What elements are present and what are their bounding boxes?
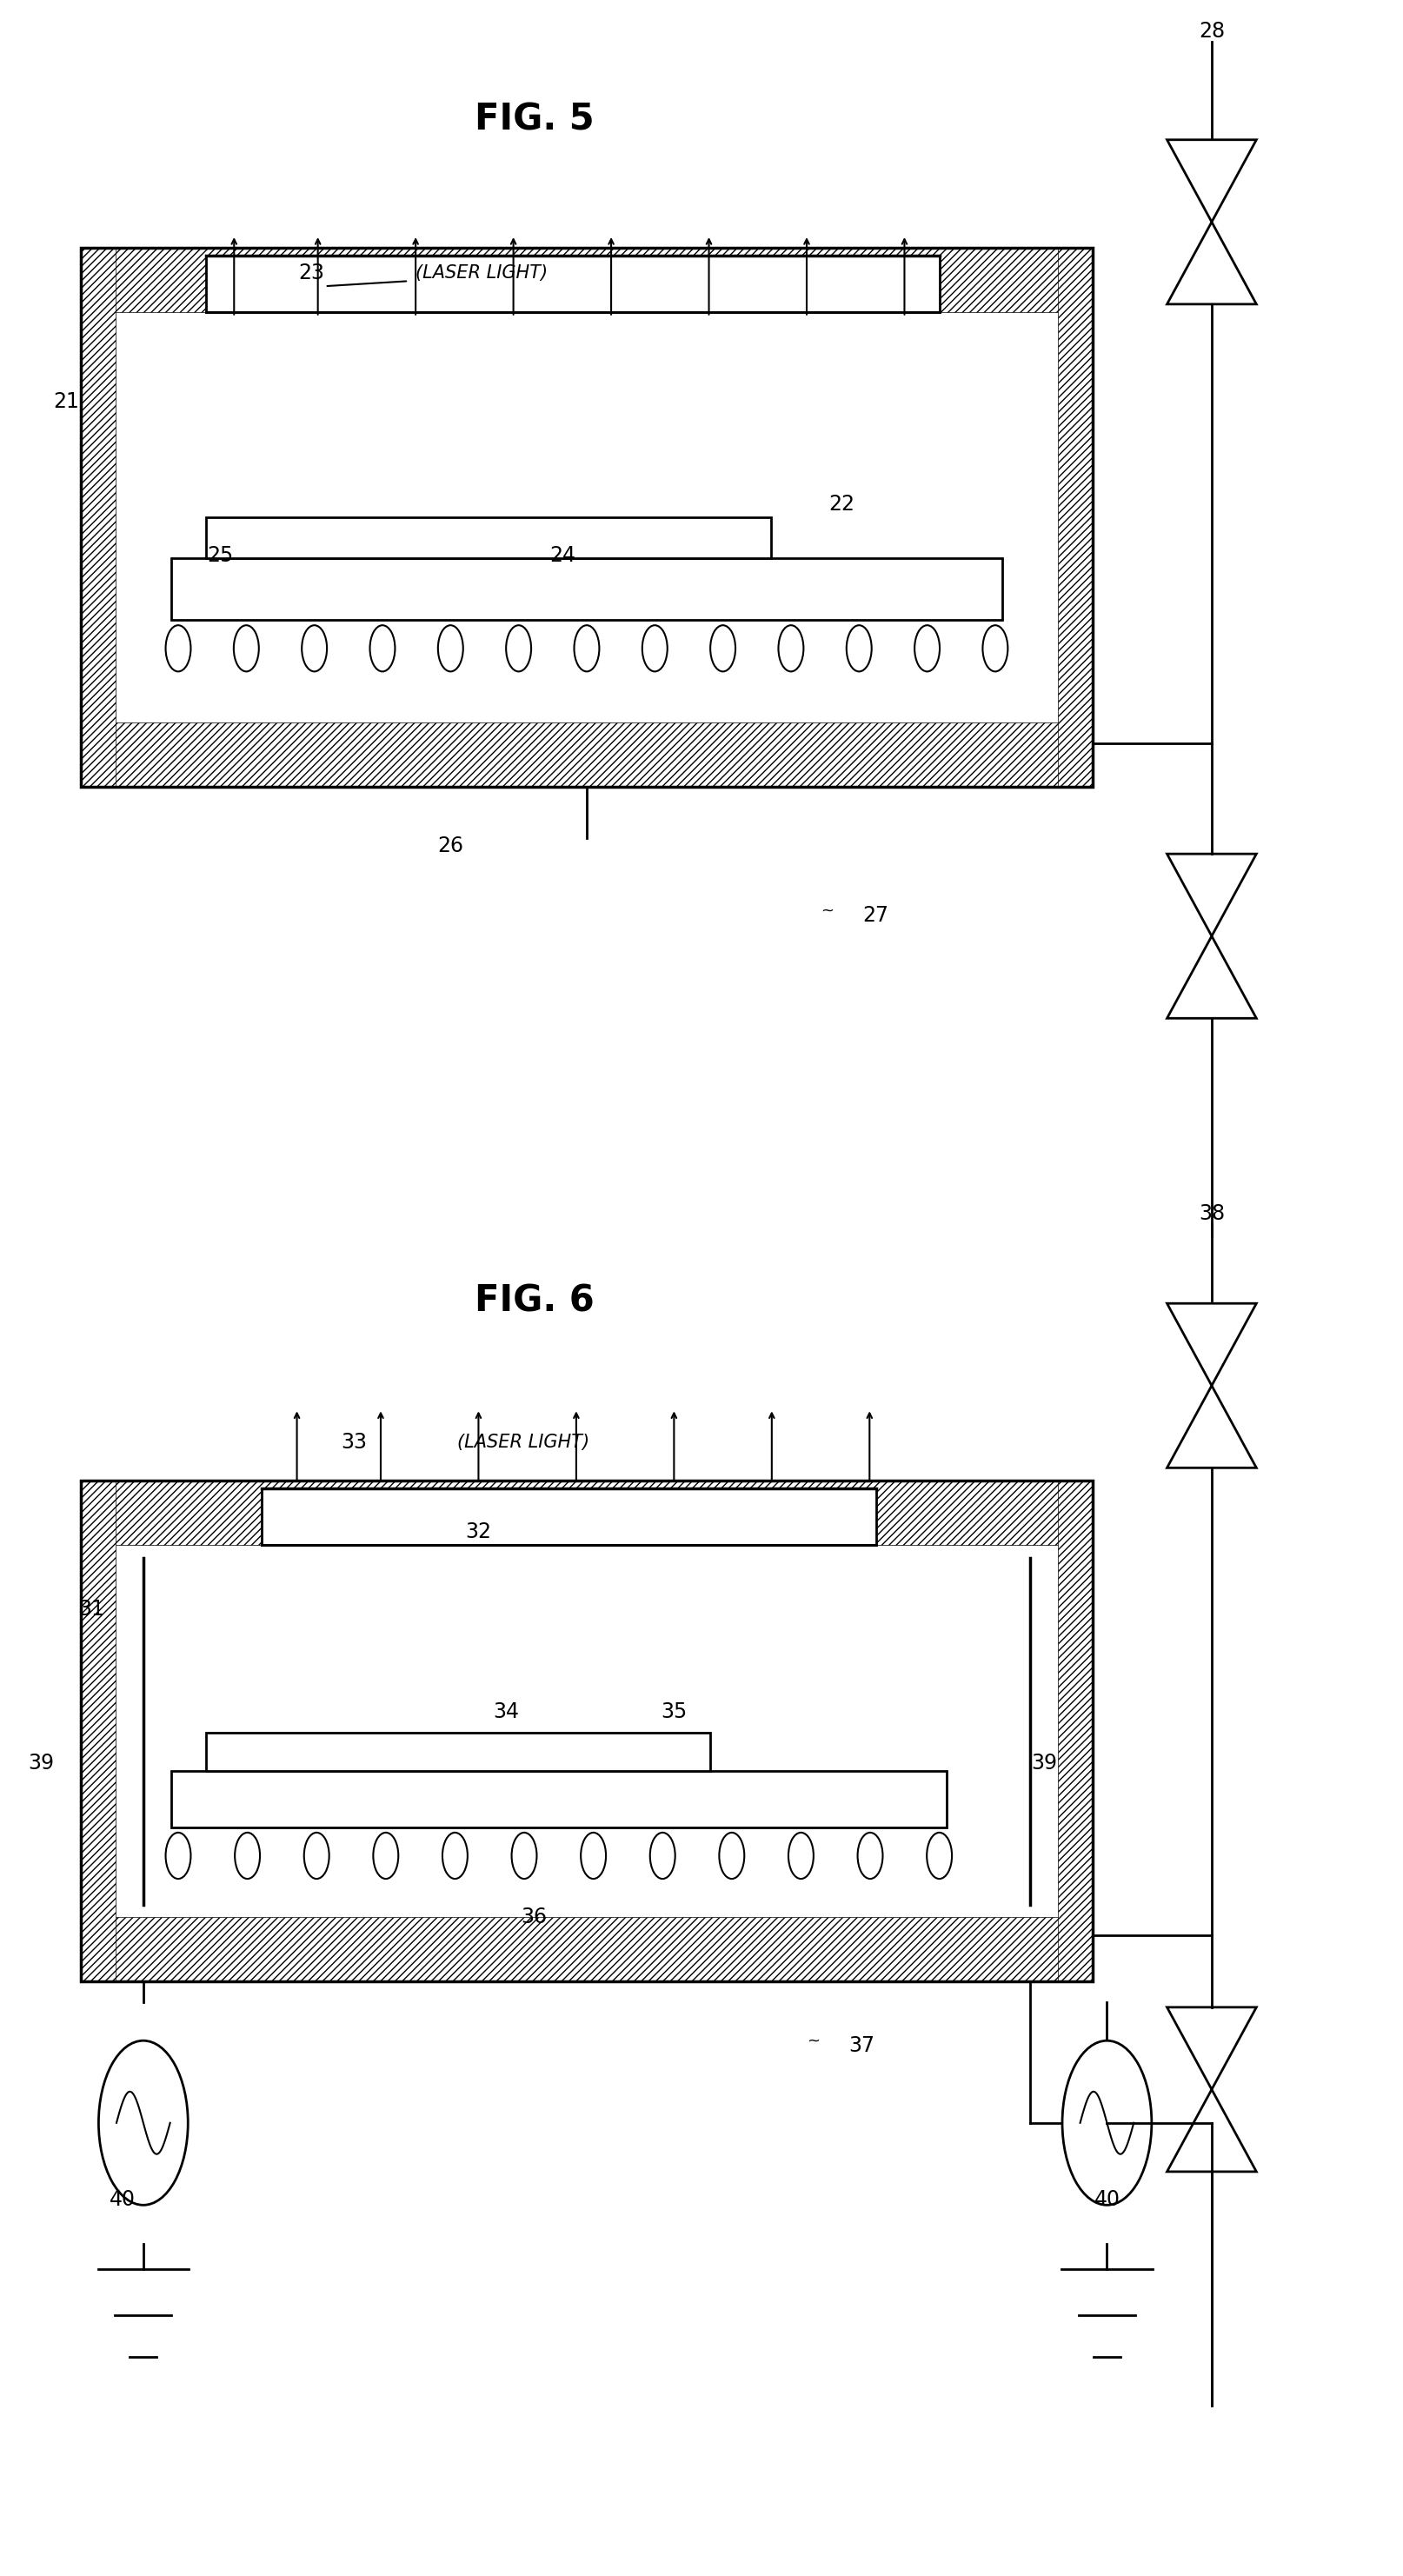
Text: 34: 34 xyxy=(492,1700,519,1723)
Circle shape xyxy=(926,1832,951,1878)
Circle shape xyxy=(718,1832,744,1878)
Circle shape xyxy=(1062,2040,1150,2205)
Bar xyxy=(1058,1481,1093,1981)
Bar xyxy=(206,518,770,559)
Circle shape xyxy=(304,1832,328,1878)
Text: 32: 32 xyxy=(466,1522,491,1543)
Circle shape xyxy=(234,1832,260,1878)
Circle shape xyxy=(438,626,463,672)
Circle shape xyxy=(373,1832,398,1878)
Text: ~: ~ xyxy=(807,2032,819,2048)
Bar xyxy=(171,559,1002,621)
Circle shape xyxy=(233,626,258,672)
Circle shape xyxy=(846,626,871,672)
Text: FIG. 6: FIG. 6 xyxy=(474,1283,593,1319)
Circle shape xyxy=(511,1832,536,1878)
Circle shape xyxy=(166,626,191,672)
Text: 27: 27 xyxy=(861,904,888,925)
Text: 23: 23 xyxy=(299,263,324,283)
Bar xyxy=(171,1770,946,1826)
Bar xyxy=(80,1481,1093,1546)
Circle shape xyxy=(581,1832,606,1878)
Text: (LASER LIGHT): (LASER LIGHT) xyxy=(457,1432,589,1450)
Bar xyxy=(80,1481,115,1981)
Circle shape xyxy=(913,626,939,672)
Bar xyxy=(80,1917,1093,1981)
Circle shape xyxy=(641,626,666,672)
Text: ~: ~ xyxy=(821,902,833,917)
Circle shape xyxy=(777,626,803,672)
Bar xyxy=(80,247,1093,312)
Circle shape xyxy=(710,626,735,672)
Circle shape xyxy=(98,2040,188,2205)
Circle shape xyxy=(574,626,599,672)
Bar xyxy=(80,247,1093,788)
Bar xyxy=(80,1481,1093,1981)
Text: 39: 39 xyxy=(28,1752,55,1775)
Text: 40: 40 xyxy=(109,2190,135,2210)
Circle shape xyxy=(369,626,394,672)
Bar xyxy=(1058,247,1093,788)
Text: 21: 21 xyxy=(53,392,80,412)
Text: 39: 39 xyxy=(1030,1752,1056,1775)
Bar xyxy=(80,724,1093,788)
Bar xyxy=(115,312,1058,724)
Text: (LASER LIGHT): (LASER LIGHT) xyxy=(415,265,547,281)
Bar xyxy=(115,1546,1058,1917)
Text: 24: 24 xyxy=(549,546,575,567)
Circle shape xyxy=(650,1832,675,1878)
Bar xyxy=(206,255,939,312)
Text: 31: 31 xyxy=(79,1600,105,1620)
Text: 37: 37 xyxy=(847,2035,874,2056)
Text: 36: 36 xyxy=(521,1906,547,1927)
Circle shape xyxy=(442,1832,467,1878)
Bar xyxy=(206,1734,710,1770)
Text: 26: 26 xyxy=(438,835,463,858)
Circle shape xyxy=(857,1832,882,1878)
Text: 35: 35 xyxy=(661,1700,686,1723)
Circle shape xyxy=(505,626,530,672)
Text: 40: 40 xyxy=(1093,2190,1120,2210)
Text: 28: 28 xyxy=(1198,21,1223,41)
Text: FIG. 5: FIG. 5 xyxy=(474,100,593,137)
Bar xyxy=(262,1489,875,1546)
Text: 22: 22 xyxy=(828,495,854,515)
Circle shape xyxy=(982,626,1007,672)
Text: 33: 33 xyxy=(341,1432,366,1453)
Circle shape xyxy=(788,1832,812,1878)
Circle shape xyxy=(302,626,327,672)
Text: 38: 38 xyxy=(1198,1203,1223,1224)
Text: 25: 25 xyxy=(206,546,233,567)
Circle shape xyxy=(166,1832,191,1878)
Bar xyxy=(80,247,115,788)
